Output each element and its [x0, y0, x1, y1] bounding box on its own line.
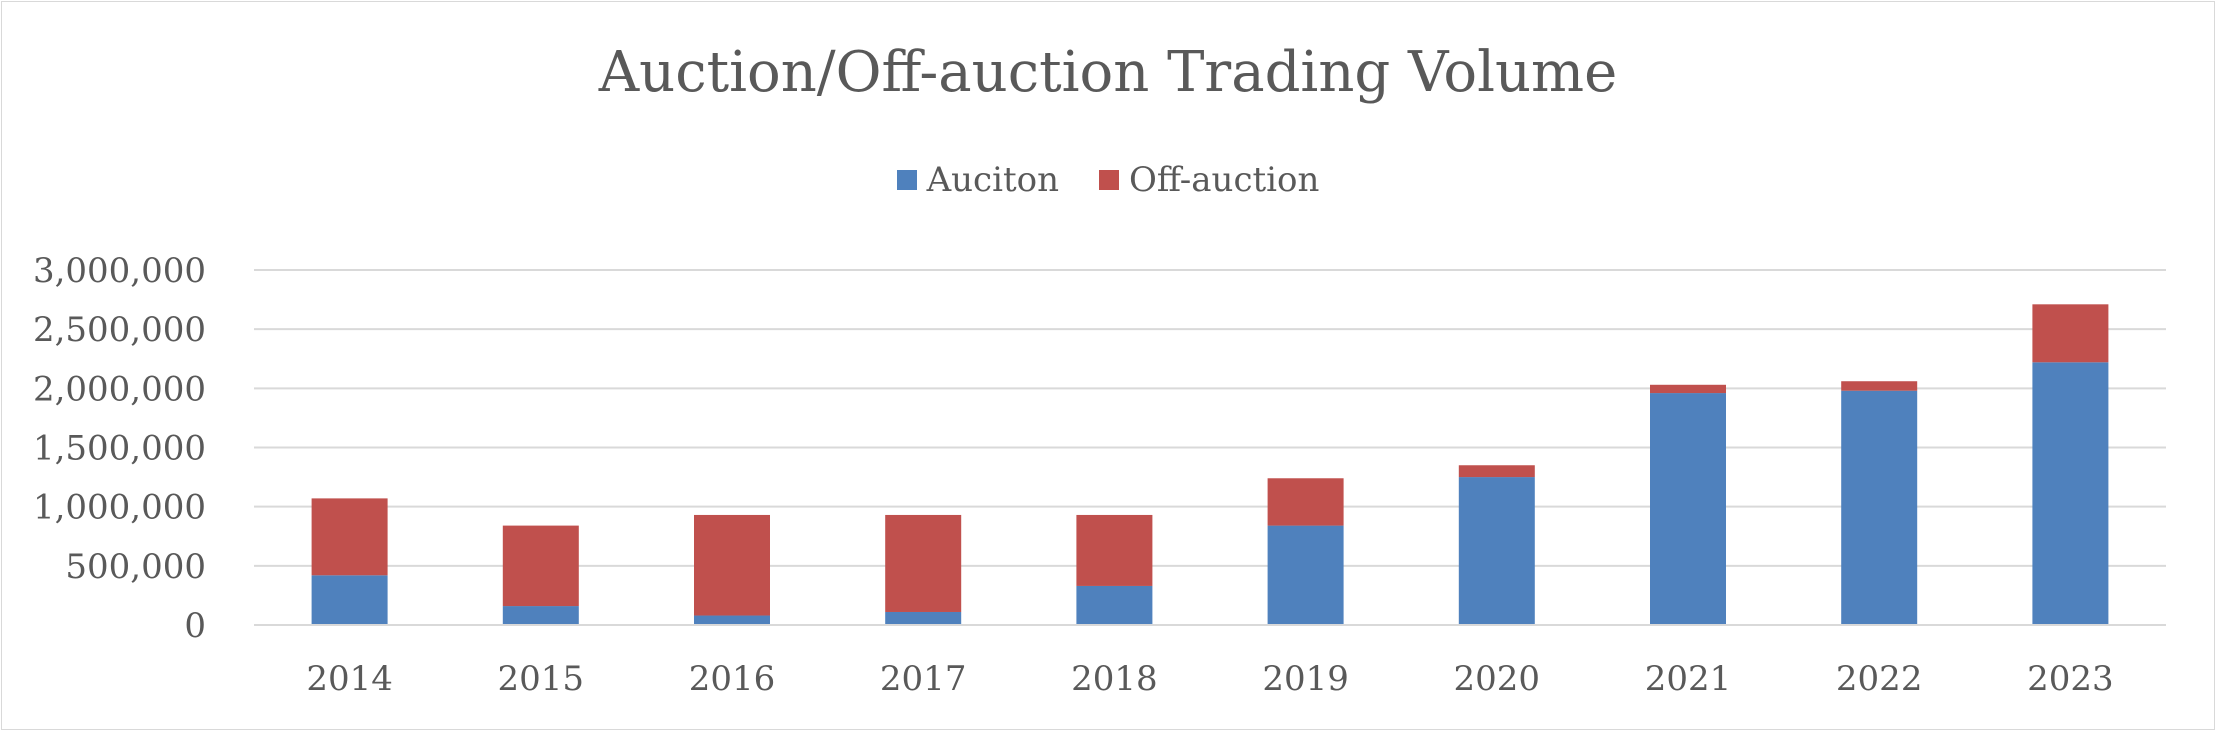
bar-off-auction	[1841, 381, 1918, 391]
legend-swatch-off-auction	[1098, 170, 1119, 190]
bar-off-auction	[502, 525, 579, 607]
bar-auction	[1267, 525, 1344, 625]
x-tick-label: 2023	[2027, 659, 2114, 699]
x-tick-label: 2018	[1071, 659, 1158, 699]
x-tick-label: 2014	[306, 659, 393, 699]
bar-off-auction	[1458, 465, 1535, 478]
bar-auction	[1076, 585, 1153, 625]
x-tick-label: 2020	[1454, 659, 1541, 699]
y-tick-label: 3,000,000	[33, 251, 206, 291]
bar-auction	[1650, 393, 1726, 625]
legend-item-off-auction: Off-auction	[1098, 160, 1320, 200]
chart-title: Auction/Off-auction Trading Volume	[598, 40, 1618, 105]
x-tick-label: 2022	[1836, 659, 1923, 699]
y-tick-label: 2,000,000	[33, 369, 206, 409]
x-tick-label: 2019	[1262, 659, 1349, 699]
y-tick-label: 500,000	[65, 547, 206, 587]
bar-off-auction	[694, 514, 770, 616]
chart-legend: Auciton Off-auction	[0, 160, 2216, 200]
bar-off-auction	[1650, 384, 1726, 394]
x-tick-label: 2021	[1645, 659, 1732, 699]
bar-off-auction	[1267, 478, 1344, 526]
bar-off-auction	[311, 498, 388, 576]
x-tick-label: 2017	[880, 659, 967, 699]
bar-off-auction	[2032, 304, 2109, 363]
y-tick-label: 1,500,000	[33, 429, 206, 469]
bar-auction	[311, 575, 388, 625]
bar-auction	[2032, 362, 2109, 625]
legend-label-auction: Auciton	[926, 160, 1059, 200]
y-tick-label: 0	[184, 606, 206, 646]
bar-off-auction	[885, 514, 962, 612]
bar-auction	[1841, 390, 1918, 625]
y-tick-label: 2,500,000	[33, 310, 206, 350]
x-tick-label: 2015	[498, 659, 585, 699]
legend-item-auction: Auciton	[896, 160, 1059, 200]
bar-auction	[1458, 477, 1535, 625]
y-tick-label: 1,000,000	[33, 488, 206, 528]
bar-auction	[885, 611, 962, 625]
bar-auction	[694, 615, 770, 625]
bar-off-auction	[1076, 514, 1153, 586]
bar-auction	[502, 606, 579, 625]
x-tick-label: 2016	[689, 659, 776, 699]
legend-label-off-auction: Off-auction	[1128, 160, 1320, 200]
legend-swatch-auction	[896, 170, 917, 190]
